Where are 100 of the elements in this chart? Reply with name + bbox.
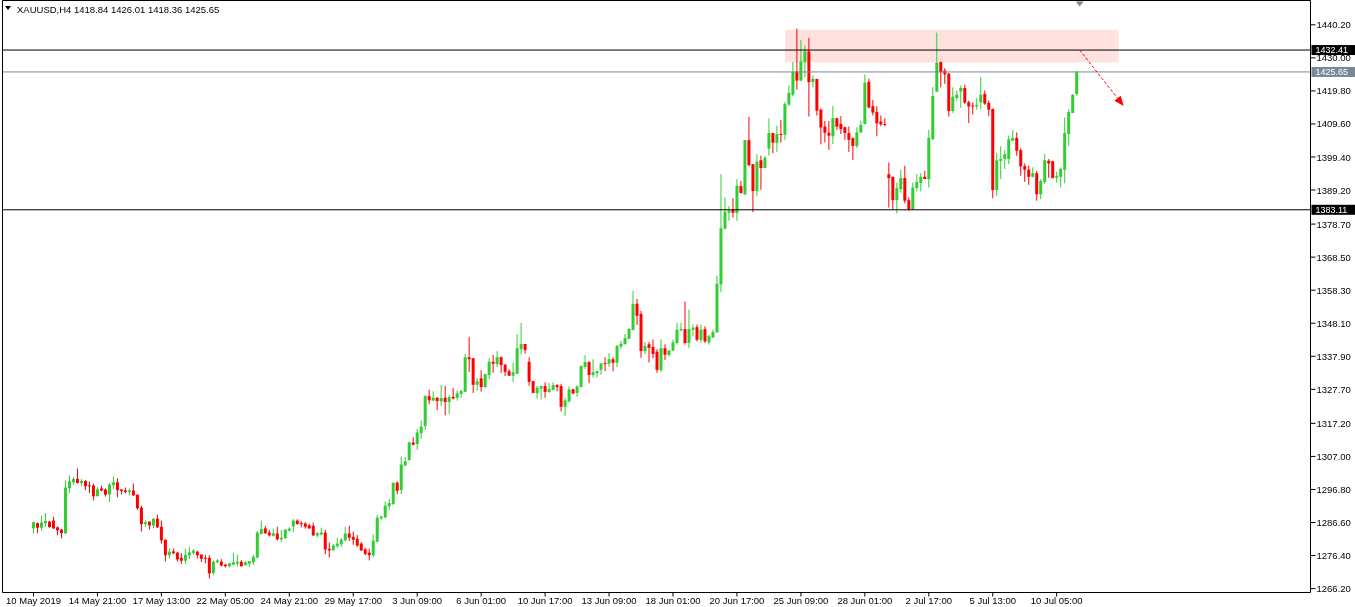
y-tick-label: 1317.20 bbox=[1316, 417, 1351, 429]
x-tick-label: 17 May 13:00 bbox=[132, 595, 191, 606]
x-tick-label: 25 Jun 09:00 bbox=[773, 595, 829, 606]
x-tick-label: 2 Jul 17:00 bbox=[905, 595, 953, 606]
candlestick bbox=[891, 176, 895, 210]
candlestick bbox=[951, 86, 955, 114]
x-tick-label: 20 Jun 17:00 bbox=[709, 595, 765, 606]
candlestick bbox=[439, 384, 443, 407]
y-tick-label: 1378.70 bbox=[1316, 218, 1351, 230]
x-tick-label: 24 May 21:00 bbox=[260, 595, 319, 606]
x-tick-label: 29 May 17:00 bbox=[324, 595, 383, 606]
candlestick bbox=[731, 197, 735, 219]
candlestick bbox=[963, 84, 967, 105]
candlestick bbox=[759, 155, 763, 191]
x-tick-label: 22 May 05:00 bbox=[196, 595, 255, 606]
candlestick bbox=[659, 338, 663, 373]
y-tick-label: 1389.20 bbox=[1316, 184, 1351, 196]
candlestick bbox=[979, 76, 983, 110]
candlestick bbox=[831, 105, 835, 145]
candlestick bbox=[539, 385, 543, 400]
candlestick bbox=[547, 382, 551, 394]
candlestick bbox=[623, 333, 627, 346]
candlestick bbox=[587, 360, 591, 384]
candlestick bbox=[663, 343, 667, 361]
y-tick-label: 1307.00 bbox=[1316, 450, 1351, 462]
y-tick-label: 1440.20 bbox=[1316, 19, 1351, 31]
y-tick-label: 1266.20 bbox=[1316, 583, 1351, 595]
candlestick bbox=[599, 362, 603, 376]
y-tick-label: 1327.70 bbox=[1316, 383, 1351, 395]
x-tick-label: 6 Jun 01:00 bbox=[456, 595, 506, 606]
candlestick bbox=[543, 381, 547, 399]
candlestick bbox=[323, 529, 327, 555]
candlestick bbox=[159, 520, 163, 545]
candlestick bbox=[855, 126, 859, 149]
x-tick-label: 5 Jul 13:00 bbox=[969, 595, 1016, 606]
candlestick bbox=[595, 370, 599, 378]
candlestick bbox=[415, 428, 419, 451]
candlestick bbox=[491, 354, 495, 374]
candlestick bbox=[779, 119, 783, 143]
candlestick bbox=[443, 385, 447, 416]
candlestick bbox=[959, 84, 963, 109]
candlestick bbox=[919, 172, 923, 192]
candlestick bbox=[811, 74, 815, 88]
x-tick-label: 10 Jul 05:00 bbox=[1030, 595, 1083, 606]
candlestick bbox=[767, 117, 771, 157]
candlestick bbox=[775, 125, 779, 153]
candlestick bbox=[591, 358, 595, 378]
x-tick-label: 28 Jun 01:00 bbox=[837, 595, 893, 606]
candlestick bbox=[647, 341, 651, 363]
candlestick bbox=[699, 324, 703, 344]
candlestick bbox=[643, 341, 647, 355]
candlestick bbox=[87, 480, 91, 494]
candlestick bbox=[499, 355, 503, 374]
y-tick-label: 1358.30 bbox=[1316, 284, 1351, 296]
y-tick-label: 1348.10 bbox=[1316, 317, 1351, 329]
candlestick bbox=[495, 350, 499, 368]
candlestick bbox=[939, 60, 943, 88]
candlestick bbox=[107, 482, 111, 503]
candlestick bbox=[139, 505, 143, 533]
candlestick bbox=[615, 344, 619, 368]
candlestick bbox=[655, 348, 659, 374]
candlestick bbox=[447, 394, 451, 415]
candlestick bbox=[1023, 162, 1027, 183]
y-tick-label: 1337.90 bbox=[1316, 350, 1351, 362]
x-tick-label: 10 Jun 17:00 bbox=[517, 595, 573, 606]
candlestick bbox=[839, 115, 843, 135]
candlestick bbox=[1007, 135, 1011, 165]
candlestick bbox=[559, 383, 563, 412]
y-tick-label: 1409.60 bbox=[1316, 118, 1351, 130]
candlestick bbox=[827, 120, 831, 151]
candlestick bbox=[611, 356, 615, 372]
y-tick-label: 1419.80 bbox=[1316, 85, 1351, 97]
x-tick-label: 18 Jun 01:00 bbox=[645, 595, 701, 606]
candlestick bbox=[683, 301, 687, 346]
candlestick bbox=[207, 554, 211, 580]
y-tick-label: 1276.40 bbox=[1316, 550, 1351, 562]
x-tick-label: 13 Jun 09:00 bbox=[581, 595, 637, 606]
candlestick bbox=[115, 477, 119, 498]
candlestick bbox=[479, 369, 483, 393]
candlestick bbox=[687, 309, 691, 349]
ref-line-label: 1425.65 bbox=[1315, 66, 1349, 77]
candlestick bbox=[1027, 165, 1031, 186]
candlestick bbox=[739, 180, 743, 195]
candlestick bbox=[607, 352, 611, 368]
candlestick bbox=[419, 419, 423, 440]
y-tick-label: 1399.40 bbox=[1316, 151, 1351, 163]
candlestick bbox=[875, 105, 879, 137]
y-tick-label: 1286.60 bbox=[1316, 517, 1351, 529]
candlestick bbox=[847, 126, 851, 153]
candlestick bbox=[1075, 70, 1079, 97]
x-tick-label: 3 Jun 09:00 bbox=[392, 595, 443, 606]
y-tick-label: 1368.50 bbox=[1316, 251, 1351, 263]
candlestick bbox=[1035, 170, 1039, 202]
candlestick bbox=[911, 182, 915, 211]
candlestick bbox=[887, 162, 891, 209]
chart-title: XAUUSD,H4 1418.84 1426.01 1418.36 1425.65 bbox=[17, 3, 220, 15]
ref-line-label: 1383.11 bbox=[1315, 204, 1348, 215]
candlestick bbox=[771, 132, 775, 154]
x-tick-label: 10 May 2019 bbox=[6, 595, 61, 606]
candlestick bbox=[603, 356, 607, 372]
